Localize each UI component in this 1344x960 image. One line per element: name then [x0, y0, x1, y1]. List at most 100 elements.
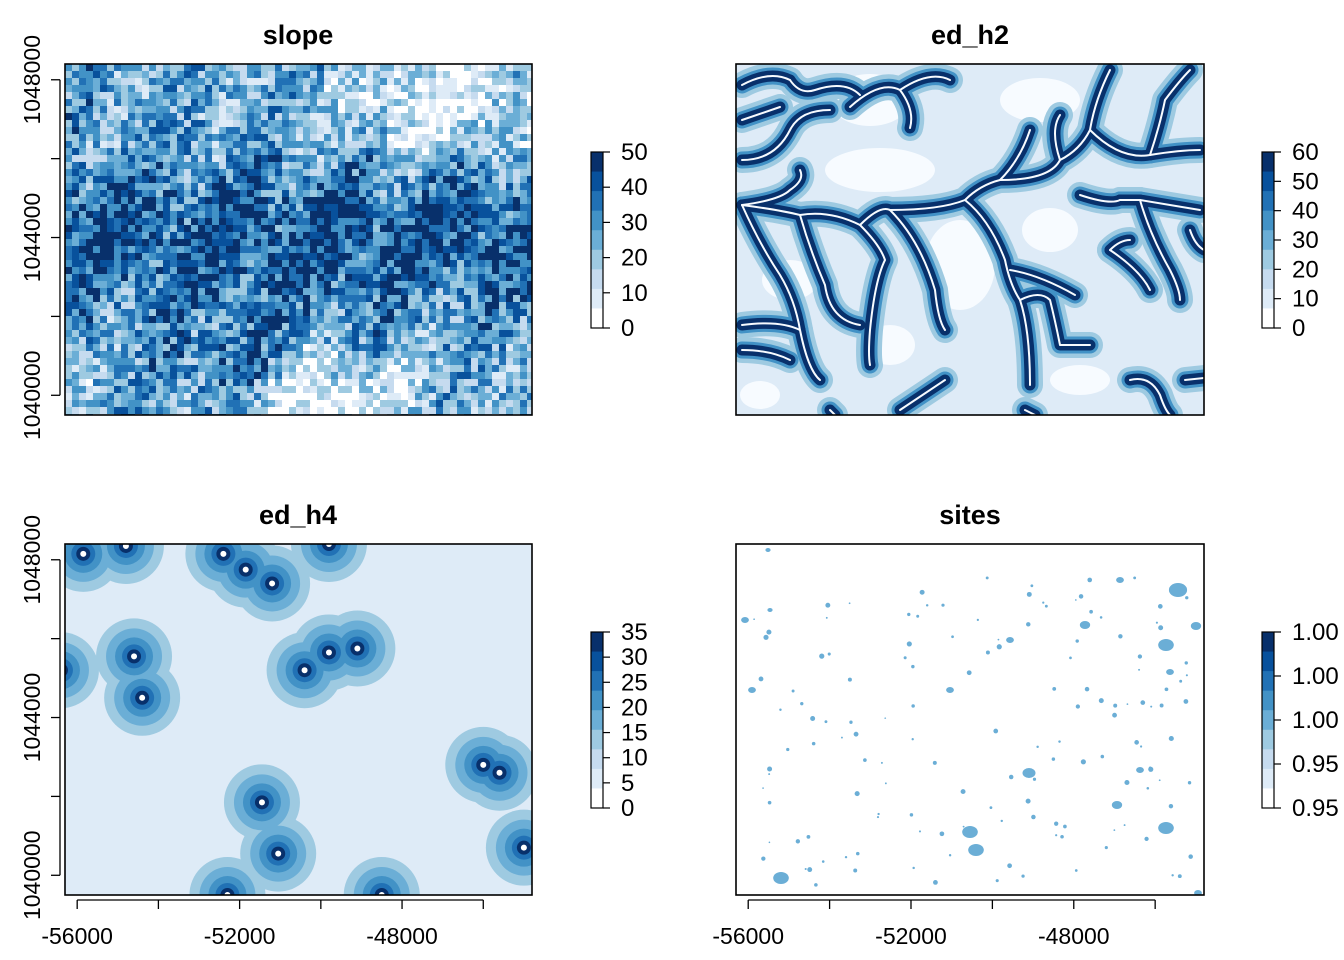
site-patch: [1134, 740, 1139, 745]
site-patch: [758, 676, 764, 682]
site-patch: [1171, 874, 1174, 877]
site-patch: [1168, 583, 1188, 597]
site-patch: [810, 716, 816, 721]
stream-line: [1079, 194, 1121, 203]
site-patch: [909, 813, 914, 817]
site-patch: [1087, 577, 1093, 583]
site-patch: [1063, 824, 1067, 829]
site-patch: [1074, 869, 1078, 872]
site-patch: [939, 831, 945, 837]
site-patch: [911, 704, 915, 708]
legend-swatch: [591, 269, 603, 290]
legend-swatch: [591, 671, 603, 692]
stream-line: [1119, 199, 1181, 301]
site-patch: [821, 860, 825, 863]
legend-label: 50: [621, 139, 648, 166]
x-tick-label: -52000: [875, 923, 947, 949]
site-patch: [1159, 703, 1164, 708]
site-patch: [1113, 829, 1116, 831]
site-patch: [1075, 704, 1080, 709]
hotspot-ring: [80, 550, 87, 557]
site-patch: [1138, 668, 1141, 671]
site-patch: [854, 791, 860, 797]
site-patch: [814, 883, 818, 887]
site-patch: [761, 856, 766, 861]
legend-swatch: [591, 210, 603, 231]
legend-swatch: [1262, 768, 1274, 789]
legend-swatch: [1262, 230, 1274, 251]
stream-line: [1109, 249, 1151, 291]
stream-line: [741, 169, 803, 206]
hotspot-ring: [354, 645, 361, 652]
stream-line: [741, 204, 891, 226]
stream-line: [1149, 69, 1191, 156]
hotspot-ring: [374, 888, 389, 895]
legend-swatch: [1262, 191, 1274, 212]
legend-box: [590, 631, 604, 809]
site-patch: [1075, 639, 1079, 643]
legend-swatch: [591, 651, 603, 672]
hotspot-ring: [220, 550, 227, 557]
legend-swatch: [591, 288, 603, 309]
legend-swatch: [591, 171, 603, 192]
plot-frame-sites: [735, 543, 1205, 896]
site-patch: [1074, 599, 1077, 601]
legend-swatch: [591, 191, 603, 212]
site-patch: [765, 548, 771, 552]
legend-swatch: [591, 690, 603, 711]
legend-swatch: [1262, 788, 1274, 809]
site-patch: [779, 708, 782, 711]
hotspot-ring: [325, 649, 332, 656]
legend-label: 1.00: [1292, 663, 1339, 690]
stream-line: [829, 409, 836, 415]
site-patch: [786, 747, 790, 752]
plot-frame-slope: [64, 63, 533, 416]
site-patch: [1137, 654, 1143, 659]
site-patch: [911, 664, 915, 669]
site-patch: [825, 602, 831, 608]
legend-label: 1.00: [1292, 707, 1339, 734]
legend-label: 20: [1292, 256, 1319, 283]
site-patch: [880, 761, 883, 764]
plot-frame-ed-h2: [735, 63, 1205, 416]
site-patch: [795, 839, 801, 844]
stream-line: [1024, 409, 1036, 415]
site-patch: [948, 854, 952, 857]
site-patch: [1133, 576, 1137, 580]
site-patch: [1179, 679, 1183, 683]
y-tick-label: 1040000: [19, 351, 45, 441]
site-patch: [853, 868, 858, 873]
legend-label: 50: [1292, 168, 1319, 195]
slope-texture: [65, 64, 532, 415]
site-patch: [811, 741, 816, 746]
legend-label: 0: [621, 795, 634, 822]
site-patch: [1158, 822, 1174, 834]
x-tick-label: -56000: [41, 923, 113, 949]
site-patch: [1055, 834, 1058, 837]
site-patch: [916, 614, 920, 618]
site-patch: [1140, 700, 1146, 705]
site-patch: [993, 728, 999, 734]
stream-line: [999, 129, 1031, 181]
panel-title-ed-h2: ed_h2: [931, 20, 1009, 50]
hotspot-ring: [496, 769, 503, 776]
stream-line: [899, 379, 946, 411]
site-patch: [997, 638, 1000, 641]
site-patch: [748, 687, 756, 693]
legend-swatch: [591, 768, 603, 789]
site-patch: [848, 602, 851, 605]
site-patch: [1164, 687, 1169, 692]
site-patch: [1184, 661, 1188, 665]
legend-swatch: [1262, 651, 1274, 672]
legend-swatch: [591, 308, 603, 329]
x-tick-label: -56000: [712, 923, 784, 949]
x-tick-label: -48000: [366, 923, 438, 949]
site-patch: [1124, 779, 1130, 786]
site-patch: [1099, 616, 1103, 619]
y-tick-label: 1044000: [19, 193, 45, 283]
site-patch: [1168, 803, 1174, 809]
stream-line: [741, 75, 791, 86]
site-patch: [1026, 622, 1031, 627]
panel-slope: slope 1040000 1044000 1048000 0 10 20 30 40 50: [19, 20, 648, 440]
